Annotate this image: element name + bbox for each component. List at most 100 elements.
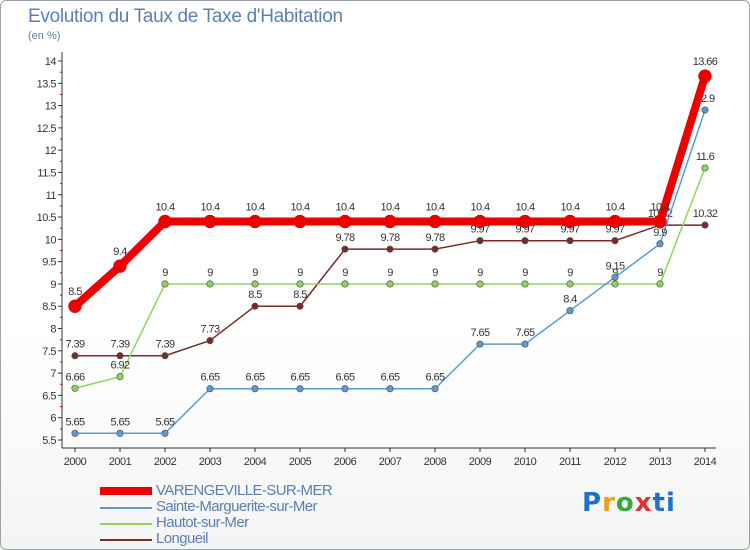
data-label-1: 8.4 [563, 294, 577, 306]
proxiti-logo: Proxti [582, 488, 676, 518]
y-tick-label: 10.5 [37, 212, 57, 224]
data-label-2: 9 [432, 267, 438, 279]
logo-letters-ti: ti [652, 488, 676, 518]
data-label-0: 8.5 [68, 286, 82, 298]
legend-swatch-longueil [100, 539, 152, 541]
series-point-0 [518, 214, 532, 229]
y-tick-label: 9 [50, 279, 56, 291]
data-label-2: 9 [297, 267, 303, 279]
series-point-0 [653, 214, 667, 229]
x-tick-label: 2010 [514, 456, 537, 468]
data-label-1: 5.65 [110, 416, 129, 428]
series-point-2 [431, 280, 439, 288]
data-label-0: 10.4 [200, 202, 219, 214]
y-tick-label: 7 [50, 368, 56, 380]
series-point-2 [296, 280, 304, 288]
legend-swatch-sainte-marguerite [100, 507, 152, 509]
y-tick-label: 7.5 [42, 346, 56, 358]
x-tick-label: 2005 [289, 456, 312, 468]
y-tick-label: 11.5 [37, 167, 56, 179]
data-label-1: 7.65 [515, 327, 534, 339]
y-tick-label: 12 [45, 145, 57, 157]
data-label-2: 11.6 [696, 151, 715, 163]
data-label-0: 10.4 [650, 202, 669, 214]
data-label-1: 6.65 [425, 372, 444, 384]
data-label-3: 8.5 [293, 289, 307, 301]
y-tick-label: 6 [50, 413, 56, 425]
data-label-2: 6.92 [110, 360, 129, 372]
series-line-3 [74, 224, 706, 357]
data-label-0: 10.4 [605, 202, 624, 214]
series-point-0 [158, 214, 172, 229]
series-point-0 [383, 214, 397, 229]
chart-title: Evolution du Taux de Taxe d'Habitation [28, 6, 343, 27]
series-point-2 [656, 280, 664, 288]
series-point-2 [251, 280, 259, 288]
series-point-3 [701, 221, 709, 229]
y-tick-label: 13.5 [37, 78, 57, 90]
series-point-0 [338, 214, 352, 229]
x-tick-label: 2014 [694, 456, 717, 468]
x-tick-label: 2003 [199, 456, 222, 468]
series-point-1 [701, 106, 709, 114]
y-tick-label: 12.5 [37, 123, 57, 135]
data-label-2: 9 [342, 267, 348, 279]
data-label-0: 10.4 [515, 202, 534, 214]
data-label-2: 6.66 [65, 371, 84, 383]
logo-letter-p: P [582, 488, 603, 518]
series-point-3 [386, 245, 394, 253]
series-point-2 [476, 280, 484, 288]
y-tick-label: 6.5 [42, 390, 56, 402]
x-tick-label: 2013 [649, 456, 672, 468]
data-label-3: 7.73 [200, 324, 219, 336]
series-point-3 [566, 237, 574, 245]
series-point-0 [203, 214, 217, 229]
series-point-1 [341, 385, 349, 393]
y-tick-label: 13 [45, 101, 57, 113]
series-point-3 [341, 245, 349, 253]
series-point-1 [296, 385, 304, 393]
x-tick-label: 2009 [469, 456, 492, 468]
data-label-1: 5.65 [155, 416, 174, 428]
x-tick-label: 2007 [379, 456, 402, 468]
data-label-2: 9 [387, 267, 393, 279]
data-label-3: 7.39 [155, 339, 174, 351]
series-point-1 [521, 340, 529, 348]
y-tick-label: 14 [45, 56, 57, 68]
series-point-1 [476, 340, 484, 348]
data-label-2: 9 [657, 267, 663, 279]
legend-swatch-hautot [100, 523, 152, 525]
series-point-2 [116, 373, 124, 381]
data-label-0: 13.66 [693, 56, 718, 68]
y-tick-label: 5.5 [42, 435, 56, 447]
series-point-0 [473, 214, 487, 229]
data-label-2: 9 [612, 267, 618, 279]
data-label-1: 6.65 [335, 372, 354, 384]
data-label-1: 9.15 [605, 260, 624, 272]
data-label-1: 6.65 [245, 372, 264, 384]
data-label-3: 9.78 [380, 232, 399, 244]
series-point-1 [431, 385, 439, 393]
y-tick-label: 10 [45, 234, 57, 246]
series-point-1 [161, 429, 169, 437]
series-point-3 [71, 352, 79, 360]
y-tick-label: 11 [46, 190, 57, 202]
legend-label-hautot: Hautot-sur-Mer [156, 514, 249, 531]
data-label-3: 9.97 [470, 224, 489, 236]
y-tick-label: 8 [50, 324, 56, 336]
series-point-3 [251, 302, 259, 310]
series-point-3 [521, 237, 529, 245]
x-tick-label: 2000 [64, 456, 87, 468]
series-point-2 [206, 280, 214, 288]
series-point-3 [476, 237, 484, 245]
x-tick-label: 2008 [424, 456, 447, 468]
series-point-0 [563, 214, 577, 229]
series-point-2 [611, 280, 619, 288]
y-tick-label: 8.5 [42, 301, 56, 313]
x-tick-label: 2011 [559, 456, 581, 468]
chart-subtitle: (en %) [28, 30, 61, 42]
data-label-0: 10.4 [560, 202, 579, 214]
data-label-2: 9 [522, 267, 528, 279]
x-tick-label: 2002 [154, 456, 177, 468]
